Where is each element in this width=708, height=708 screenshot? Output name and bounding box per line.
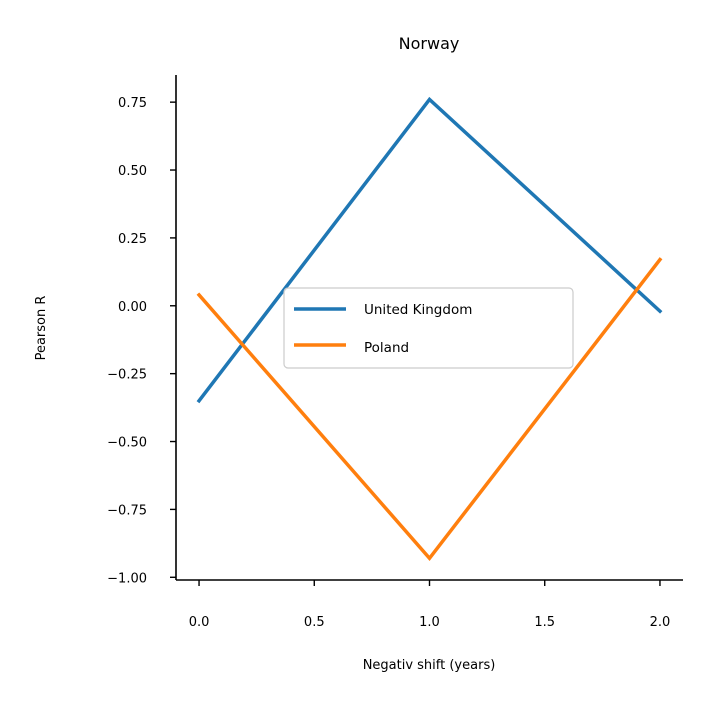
y-tick-label: 0.50 — [118, 164, 147, 179]
x-tick-label: 2.0 — [650, 615, 671, 630]
y-tick-label: −1.00 — [107, 571, 147, 586]
y-tick-label: 0.25 — [118, 232, 147, 247]
x-tick-label: 0.0 — [189, 615, 210, 630]
x-tick-label: 0.5 — [304, 615, 325, 630]
y-tick-label: −0.50 — [107, 436, 147, 451]
series-line-united-kingdom — [196, 96, 663, 404]
chart-title: Norway — [399, 34, 460, 53]
legend: United Kingdom Poland — [283, 287, 574, 369]
x-axis-ticks: 0.0 0.5 1.0 1.5 2.0 — [189, 580, 671, 630]
y-tick-label: 0.00 — [118, 300, 147, 315]
x-tick-label: 1.5 — [534, 615, 555, 630]
x-tick-label: 1.0 — [419, 615, 440, 630]
y-axis-label: Pearson R — [34, 296, 49, 361]
series-lines — [196, 96, 663, 562]
legend-box — [283, 287, 574, 369]
y-axis-ticks: −1.00 −0.75 −0.50 −0.25 0.00 0.25 0.50 0.75 — [107, 96, 176, 586]
x-axis-label: Negativ shift (years) — [363, 658, 496, 673]
legend-label-united-kingdom: United Kingdom — [364, 302, 472, 318]
series-line-poland — [196, 257, 663, 562]
y-tick-label: 0.75 — [118, 96, 147, 111]
y-tick-label: −0.25 — [107, 368, 147, 383]
legend-label-poland: Poland — [364, 340, 409, 356]
y-tick-label: −0.75 — [107, 503, 147, 518]
